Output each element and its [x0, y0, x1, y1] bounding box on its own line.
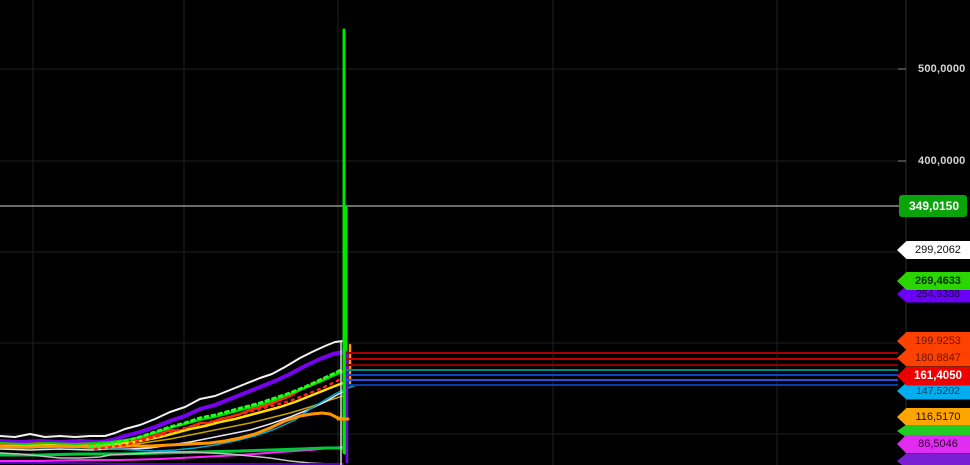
price-badge-clipped	[897, 424, 970, 438]
price-badge: 199.9253	[897, 332, 970, 350]
price-badge: 161,4050	[897, 366, 970, 386]
price-badge: 147,5202	[897, 382, 970, 400]
candles-green-dashed-line	[88, 367, 345, 448]
price-badge: 349,0150	[899, 195, 967, 217]
price-badge: 180.8847	[897, 349, 970, 367]
psar-red-dots-line	[93, 376, 345, 451]
price-badge: 86,5046	[897, 434, 970, 454]
right-horizontal-levels	[346, 352, 898, 386]
envelope-upper-white-line	[0, 340, 344, 438]
indicator-lines	[0, 28, 357, 465]
price-badge: 116,5170	[897, 408, 970, 426]
ma-purple-thick-line	[0, 350, 345, 444]
ma-orange-thick-line	[0, 411, 348, 449]
price-badge: 299,2062	[897, 241, 970, 259]
axis-tick-label: 500,0000	[918, 63, 966, 75]
ma-purple-bottom-line	[0, 462, 344, 465]
gridlines	[0, 0, 906, 465]
axis-tick-label: 400,0000	[918, 155, 966, 167]
envelope-lower-gray-line	[0, 451, 342, 465]
price-badge: 269,4633	[897, 272, 970, 290]
price-badge-clipped	[897, 453, 970, 465]
